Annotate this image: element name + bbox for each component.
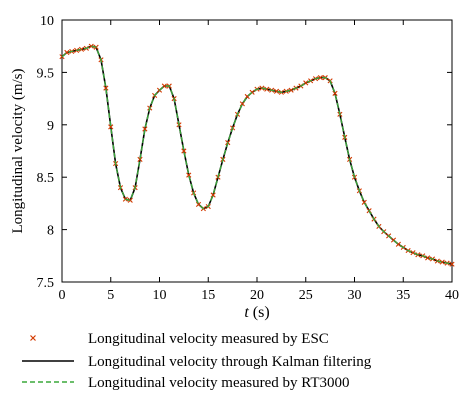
series-esc-point (127, 197, 133, 203)
x-tick-label: 0 (59, 288, 66, 303)
series-esc-point (317, 75, 323, 81)
x-tick-label: 25 (299, 288, 313, 303)
series-esc-point (210, 192, 216, 198)
series-esc-point (410, 250, 416, 256)
x-axis-label: t (s) (244, 304, 269, 321)
series-layer (59, 43, 455, 267)
legend-swatch-esc (30, 335, 36, 341)
x-axis-label-variable: t (244, 304, 249, 321)
series-esc-point (264, 86, 270, 92)
plot-frame (61, 19, 453, 283)
series-esc-point (78, 46, 85, 52)
x-tick-label: 10 (153, 288, 167, 303)
series-esc-point (88, 43, 94, 49)
series-esc-point (425, 255, 431, 261)
series-rt3000-line (61, 45, 453, 265)
series-esc-point (108, 124, 114, 130)
x-tick-label: 15 (201, 288, 215, 303)
x-tick-label: 40 (445, 288, 459, 303)
x-tick-label: 20 (250, 288, 264, 303)
y-tick-label: 8.5 (37, 171, 55, 186)
series-esc-point (449, 261, 455, 267)
x-tick-label: 30 (348, 288, 362, 303)
series-esc-point (273, 88, 280, 94)
series-esc-point (103, 85, 109, 91)
x-axis-label-unit: (s) (249, 304, 270, 321)
series-esc-point (439, 259, 445, 265)
legend-label-rt3000: Longitudinal velocity measured by RT3000 (88, 375, 350, 391)
tick-labels: 0 5 10 15 20 25 30 35 40 7.5 8 8.5 9 9.5 10 (37, 14, 460, 303)
series-esc-point (181, 148, 187, 154)
series-esc-point (137, 156, 143, 162)
axis-ticks (61, 19, 453, 283)
legend-label-kalman: Longitudinal velocity through Kalman fil… (88, 354, 372, 370)
y-tick-label: 9.5 (37, 66, 55, 81)
series-esc-point (288, 87, 294, 93)
series-kalman-line (61, 45, 453, 265)
x-tick-label: 35 (396, 288, 410, 303)
y-tick-label: 8 (47, 224, 54, 239)
legend: Longitudinal velocity measured by ESC Lon… (22, 331, 372, 391)
series-esc-point (186, 172, 192, 178)
series-esc-point (332, 90, 338, 96)
y-tick-label: 10 (40, 14, 54, 29)
x-tick-label: 5 (107, 288, 114, 303)
legend-label-esc: Longitudinal velocity measured by ESC (88, 331, 329, 347)
series-esc-point (142, 126, 148, 132)
y-axis-label: Longitudinal velocity (m/s) (10, 69, 26, 234)
y-tick-label: 7.5 (37, 276, 55, 291)
y-tick-label: 9 (47, 119, 54, 134)
